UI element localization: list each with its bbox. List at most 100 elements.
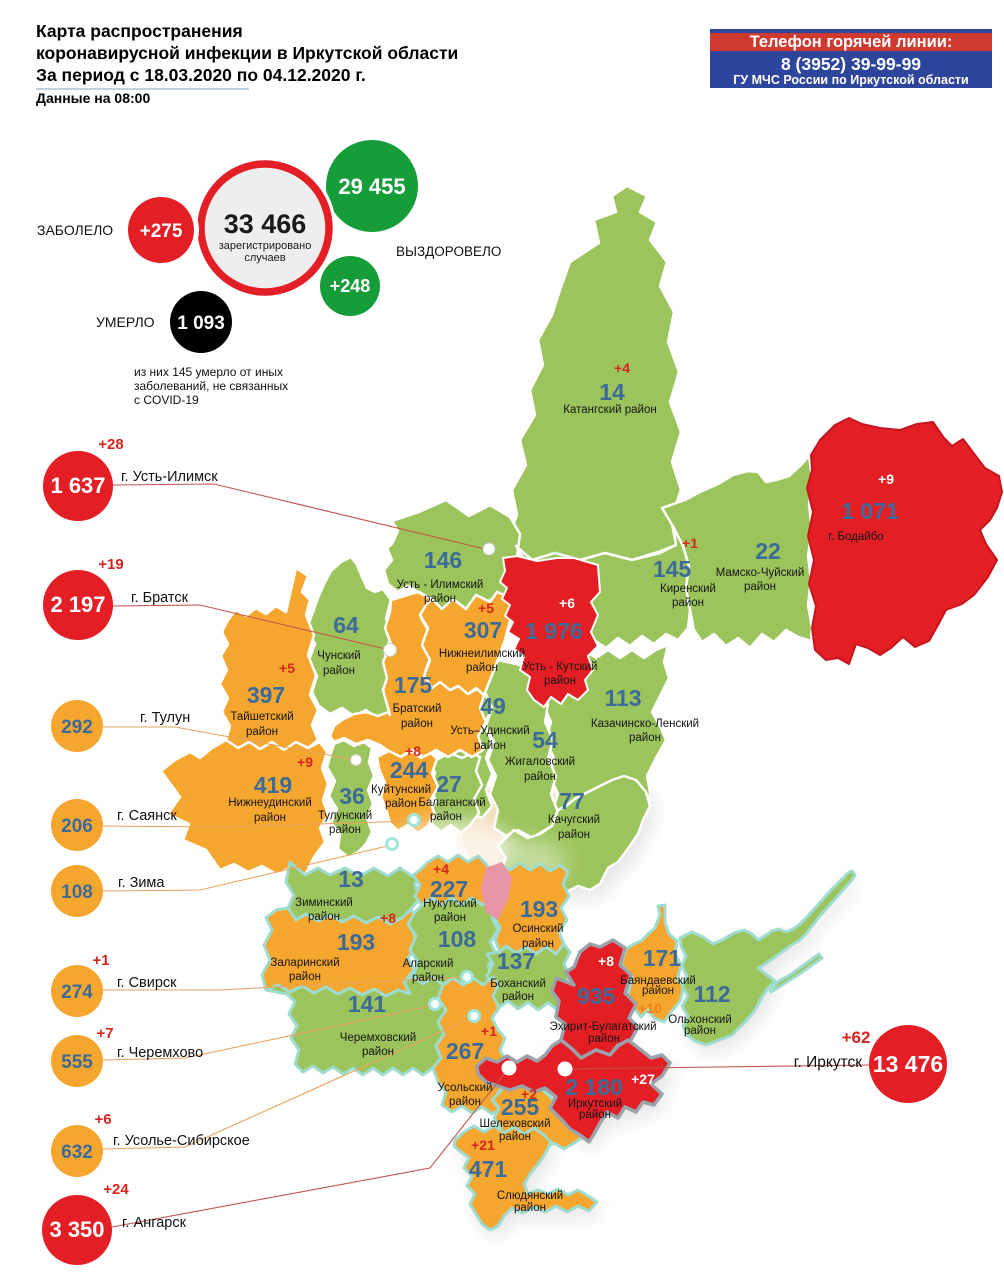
svg-text:112: 112 — [693, 981, 730, 1007]
svg-text:г. Черемхово: г. Черемхово — [117, 1045, 203, 1061]
svg-text:Жигаловский: Жигаловский — [505, 756, 575, 768]
svg-text:+27: +27 — [631, 1071, 655, 1087]
svg-text:район: район — [323, 665, 355, 677]
svg-text:77: 77 — [559, 788, 585, 814]
svg-text:+28: +28 — [98, 436, 123, 453]
svg-text:29 455: 29 455 — [338, 174, 405, 199]
svg-text:район: район — [502, 991, 534, 1003]
svg-text:район: район — [579, 1109, 611, 1121]
svg-text:Чунский: Чунский — [317, 650, 360, 662]
svg-text:292: 292 — [61, 717, 93, 738]
svg-text:+4: +4 — [433, 861, 449, 877]
svg-text:район: район — [499, 1131, 531, 1143]
svg-text:ЗАБОЛЕЛО: ЗАБОЛЕЛО — [37, 222, 113, 238]
svg-text:район: район — [246, 726, 278, 738]
svg-text:Карта распространения: Карта распространения — [36, 21, 243, 41]
svg-text:113: 113 — [604, 685, 641, 711]
svg-text:Зиминский: Зиминский — [295, 897, 353, 909]
svg-text:район: район — [629, 732, 661, 744]
svg-text:район: район — [289, 971, 321, 983]
svg-text:Усть - Илимский: Усть - Илимский — [397, 579, 484, 591]
svg-text:район: район — [642, 985, 674, 997]
svg-text:Тулунский: Тулунский — [318, 810, 372, 822]
svg-text:+8: +8 — [598, 953, 614, 969]
svg-text:Усть - Кутский: Усть - Кутский — [523, 661, 598, 673]
svg-text:+6: +6 — [559, 595, 575, 611]
svg-text:419: 419 — [254, 772, 292, 798]
svg-text:район: район — [329, 824, 361, 836]
svg-text:145: 145 — [653, 556, 692, 582]
svg-text:1 976: 1 976 — [525, 618, 583, 644]
svg-text:г. Свирск: г. Свирск — [117, 975, 177, 991]
svg-text:+6: +6 — [94, 1111, 111, 1128]
svg-text:3 350: 3 350 — [49, 1217, 104, 1242]
svg-text:район: район — [744, 581, 776, 593]
svg-text:+275: +275 — [140, 221, 183, 242]
svg-text:14: 14 — [599, 379, 625, 405]
svg-text:Заларинский: Заларинский — [270, 957, 339, 969]
svg-text:г. Тулун: г. Тулун — [140, 710, 190, 726]
svg-text:район: район — [684, 1025, 716, 1037]
svg-text:397: 397 — [247, 682, 285, 708]
svg-text:255: 255 — [501, 1094, 540, 1120]
svg-text:54: 54 — [532, 727, 558, 753]
svg-text:36: 36 — [339, 783, 365, 809]
svg-text:Нижнеилимский: Нижнеилимский — [439, 648, 525, 660]
svg-text:471: 471 — [469, 1156, 508, 1182]
svg-text:Куйтунский: Куйтунский — [371, 784, 431, 796]
svg-text:+62: +62 — [842, 1028, 871, 1047]
svg-text:район: район — [522, 938, 554, 950]
svg-text:Иркутский: Иркутский — [568, 1098, 622, 1110]
svg-text:+1: +1 — [682, 535, 698, 551]
svg-text:г. Усолье-Сибирское: г. Усолье-Сибирское — [113, 1133, 250, 1149]
svg-text:г. Ангарск: г. Ангарск — [122, 1215, 187, 1231]
svg-text:13: 13 — [338, 866, 364, 892]
svg-text:ВЫЗДОРОВЕЛО: ВЫЗДОРОВЕЛО — [396, 244, 501, 259]
svg-text:Нукутский: Нукутский — [423, 898, 477, 910]
svg-text:137: 137 — [497, 948, 535, 974]
svg-text:Эхирит-Булагатский: Эхирит-Булагатский — [549, 1021, 656, 1033]
svg-text:с COVID-19: с COVID-19 — [134, 393, 199, 407]
svg-text:175: 175 — [394, 672, 433, 698]
svg-text:Усольский: Усольский — [438, 1082, 493, 1094]
svg-text:район: район — [424, 593, 456, 605]
svg-text:Черемховский: Черемховский — [340, 1032, 416, 1044]
svg-text:33 466: 33 466 — [224, 209, 307, 239]
svg-text:ГУ МЧС России по Иркутской обл: ГУ МЧС России по Иркутской области — [733, 73, 968, 87]
svg-text:+8: +8 — [380, 910, 396, 926]
svg-text:случаев: случаев — [244, 252, 285, 264]
svg-text:Ольхонский: Ольхонский — [668, 1014, 732, 1026]
svg-text:555: 555 — [61, 1052, 93, 1073]
svg-text:+19: +19 — [98, 556, 123, 573]
svg-text:район: район — [362, 1046, 394, 1058]
svg-text:Казачинско-Ленский: Казачинско-Ленский — [591, 718, 699, 730]
svg-text:+24: +24 — [103, 1181, 129, 1198]
svg-text:193: 193 — [337, 929, 375, 955]
svg-text:108: 108 — [61, 882, 93, 903]
svg-text:район: район — [466, 662, 498, 674]
svg-text:район: район — [449, 1096, 481, 1108]
svg-text:Киренский: Киренский — [660, 583, 716, 595]
svg-text:141: 141 — [348, 991, 387, 1017]
svg-text:г. Усть-Илимск: г. Усть-Илимск — [121, 469, 218, 485]
svg-text:171: 171 — [643, 945, 682, 971]
svg-text:Тайшетский: Тайшетский — [230, 711, 293, 723]
svg-text:район: район — [385, 798, 417, 810]
svg-text:район: район — [401, 718, 433, 730]
svg-text:146: 146 — [424, 547, 462, 573]
svg-text:2 197: 2 197 — [50, 592, 105, 617]
svg-text:+10: +10 — [638, 1000, 662, 1016]
svg-text:227: 227 — [430, 876, 468, 902]
svg-text:г. Зима: г. Зима — [118, 875, 165, 891]
svg-text:район: район — [514, 1202, 546, 1214]
svg-text:Боханский: Боханский — [490, 978, 546, 990]
svg-text:район: район — [544, 675, 576, 687]
svg-text:район: район — [430, 811, 462, 823]
svg-text:район: район — [412, 972, 444, 984]
svg-text:1 093: 1 093 — [177, 313, 225, 334]
svg-text:206: 206 — [61, 816, 93, 837]
svg-text:район: район — [308, 911, 340, 923]
svg-text:Катангский район: Катангский район — [563, 404, 656, 416]
svg-text:г. Иркутск: г. Иркутск — [794, 1054, 863, 1071]
svg-text:Братский: Братский — [393, 703, 442, 715]
